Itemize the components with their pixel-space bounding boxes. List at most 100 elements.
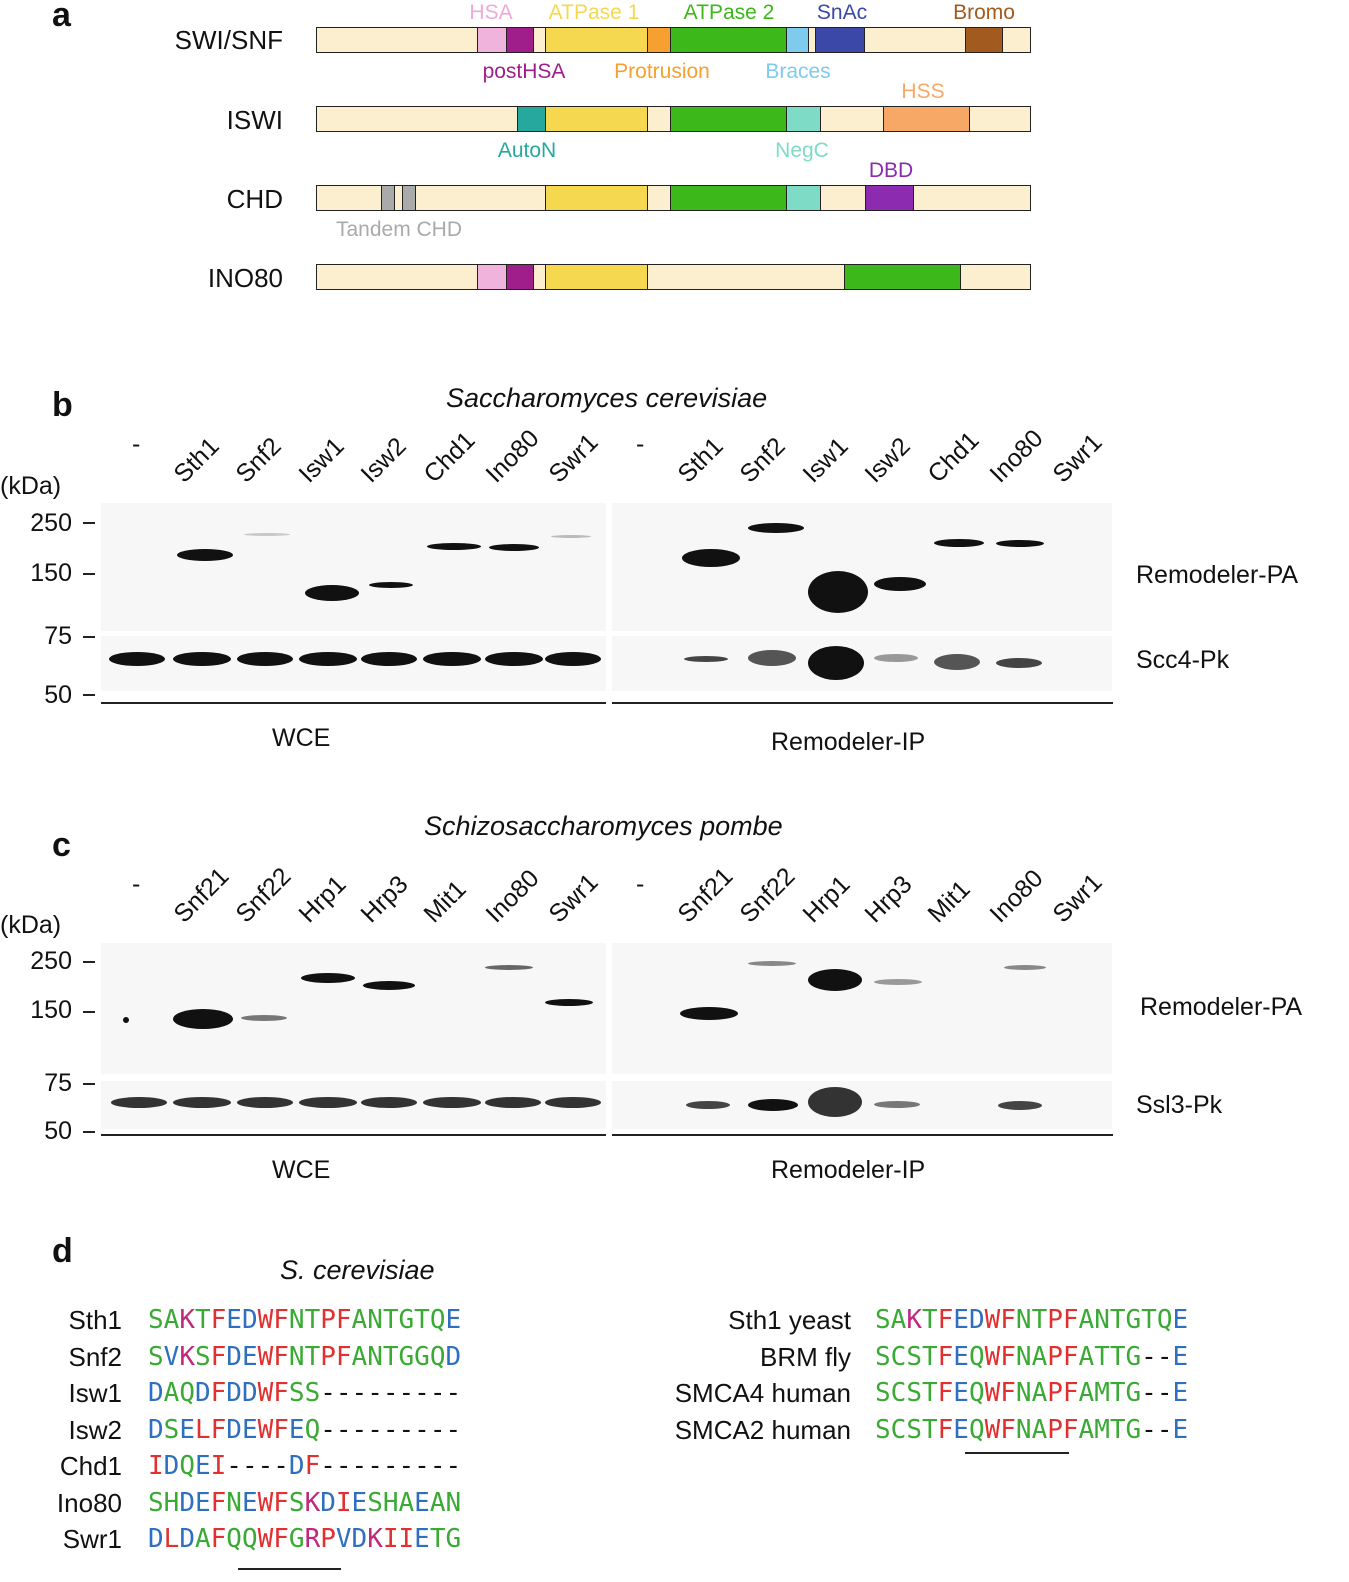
lane-label: Sth1 (671, 432, 729, 489)
sequence-name: Snf2 (68, 1341, 123, 1372)
domain-hsa (477, 28, 507, 52)
sequence: SHDEFNEWFSKDIESHAEAN (148, 1487, 462, 1518)
species-c: Schizosaccharomyces pombe (424, 811, 783, 841)
group-label-c-wce: WCE (272, 1156, 331, 1184)
marker-150-b: 150 (30, 559, 72, 587)
marker-50-b: 50 (44, 681, 72, 709)
sequence-name: SMCA4 human (674, 1378, 851, 1408)
sequence-name: SMCA2 human (674, 1414, 851, 1445)
domain-hsa-ino80 (477, 265, 507, 289)
marker-75-c: 75 (44, 1069, 72, 1097)
lane-label: - (636, 430, 645, 458)
domain-atpase2 (670, 28, 787, 52)
domain-bar-ino80 (316, 264, 1031, 290)
lane-label: Sth1 (167, 432, 225, 489)
sequence: DAQDFDDWFSS--------- (148, 1378, 462, 1408)
row-label-c-pk: Ssl3-Pk (1136, 1091, 1223, 1119)
tick-75-c (83, 1083, 95, 1085)
label-atpase1: ATPase 1 (548, 1, 640, 24)
sequence-name: Isw1 (68, 1378, 122, 1408)
sequence-name: Ino80 (56, 1487, 122, 1518)
lane-label: Hrp1 (796, 870, 856, 929)
lane-label: - (132, 870, 141, 898)
marker-150-c: 150 (30, 996, 72, 1024)
domain-atpase2-iswi (670, 107, 787, 131)
row-label-b-pk: Scc4-Pk (1136, 646, 1230, 674)
domain-dbd (865, 186, 914, 210)
label-protrusion: Protrusion (614, 60, 710, 83)
panel-b-letter: b (52, 386, 73, 424)
domain-bar-chd (316, 185, 1031, 211)
group-label-b-wce: WCE (272, 724, 331, 752)
domain-chromo-2 (402, 186, 416, 210)
domain-atpase1-chd (545, 186, 648, 210)
label-tandem-chd: Tandem CHD (335, 218, 463, 241)
underline-b-ip (612, 702, 1113, 704)
domain-posthsa-ino80 (506, 265, 534, 289)
panel-a-letter: a (52, 0, 71, 34)
sequence-name: Isw2 (68, 1414, 122, 1445)
label-snac: SnAc (816, 1, 868, 24)
marker-50-c: 50 (44, 1117, 72, 1145)
lane-label: Mit1 (921, 875, 976, 929)
tick-250-b (83, 522, 95, 524)
underline-c-ip (612, 1134, 1113, 1136)
sequence: SAKTFEDWFNTPFANTGTQE (148, 1305, 462, 1335)
sequence: SAKTFEDWFNTPFANTGTQE (875, 1305, 1189, 1335)
blot-c-ip-top (612, 943, 1112, 1074)
lane-label: - (132, 430, 141, 458)
protein-name-ino80: INO80 (207, 263, 283, 293)
blot-c-wce-bottom (101, 1081, 606, 1129)
lane-label: Snf2 (230, 432, 287, 489)
lane-label: Isw2 (355, 432, 412, 489)
domain-atpase2-ino80 (844, 265, 961, 289)
marker-250-b: 250 (30, 509, 72, 537)
lane-label: Swr1 (542, 428, 604, 489)
sequence-name: BRM fly (760, 1341, 851, 1372)
group-label-b-ip: Remodeler-IP (771, 728, 926, 756)
domain-negc (786, 107, 821, 131)
label-hss: HSS (901, 80, 945, 103)
sequence: SCSTFEQWFNAPFAMTG--E (875, 1378, 1189, 1408)
lane-label: Chd1 (921, 426, 985, 489)
protein-name-swisnf: SWI/SNF (174, 25, 283, 55)
species-d: S. cerevisiae (280, 1255, 435, 1285)
underline-b-wce (101, 702, 606, 704)
panel-c-letter: c (52, 826, 71, 864)
sequence-name: Swr1 (62, 1524, 122, 1554)
lane-label: Mit1 (417, 875, 472, 929)
lane-label: Snf22 (230, 862, 297, 929)
sequence: SVKSFDEWFNTPFANTGGQD (148, 1341, 462, 1372)
lane-label: Hrp3 (859, 870, 918, 929)
lane-label: Snf2 (734, 432, 791, 489)
domain-hss (883, 107, 970, 131)
row-label-b-pa: Remodeler-PA (1136, 561, 1299, 589)
domain-chromo-1 (381, 186, 395, 210)
motif-underline-right (965, 1452, 1069, 1454)
lane-label: Ino80 (480, 864, 545, 929)
panel-d-letter: d (52, 1232, 73, 1270)
underline-c-wce (101, 1134, 606, 1136)
blot-b-wce-bottom (101, 636, 606, 691)
sequence: SCSTFEQWFNAPFAMTG--E (875, 1414, 1189, 1445)
lane-label: Swr1 (1046, 428, 1108, 489)
species-b: Saccharomyces cerevisiae (446, 383, 768, 413)
sequence: SCSTFEQWFNAPFATTG--E (875, 1341, 1189, 1372)
group-label-c-ip: Remodeler-IP (771, 1156, 926, 1184)
label-hsa: HSA (469, 1, 513, 24)
lane-label: Snf22 (734, 862, 801, 929)
lane-label: Isw1 (796, 432, 854, 489)
lane-label: Hrp3 (355, 870, 414, 929)
blot-b-ip-bottom (612, 636, 1112, 691)
domain-bar-swisnf (316, 27, 1031, 53)
label-negc: NegC (775, 139, 829, 162)
protein-name-iswi: ISWI (226, 105, 283, 135)
tick-150-b (83, 573, 95, 575)
tick-50-c (83, 1131, 95, 1133)
domain-posthsa (506, 28, 534, 52)
domain-auton (517, 107, 546, 131)
lane-label: Chd1 (417, 426, 481, 489)
lane-label: Hrp1 (292, 870, 352, 929)
domain-negc-chd (786, 186, 821, 210)
sequence-name: Chd1 (59, 1451, 122, 1481)
